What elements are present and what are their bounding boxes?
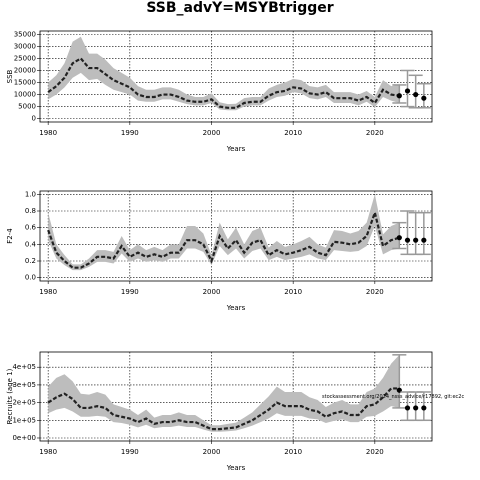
annotation: stockassessment.org/2024_nsss_advice/r17…: [322, 394, 464, 400]
x-tick-label: 2010: [284, 448, 302, 456]
y-tick-label: 0.0: [25, 274, 36, 282]
plot-frame: [39, 30, 433, 123]
y-tick-label: 0: [32, 115, 36, 123]
y-tick-label: 25000: [14, 54, 36, 62]
x-tick-label: 1980: [39, 288, 57, 296]
y-tick-label: 0.2: [25, 257, 36, 265]
y-tick-label: 3e+05: [12, 381, 36, 389]
projection-point: [421, 405, 427, 411]
x-axis-label: Years: [226, 304, 246, 312]
y-axis-label: SSB: [6, 69, 14, 83]
x-tick-label: 2010: [284, 288, 302, 296]
projection-point: [404, 88, 411, 94]
x-tick-label: 1980: [39, 448, 57, 456]
x-tick-label: 2000: [203, 448, 221, 456]
projection-point: [421, 95, 427, 101]
y-tick-label: 5000: [18, 103, 36, 111]
x-axis-label: Years: [226, 145, 246, 153]
plot-frame: [39, 351, 433, 442]
x-tick-label: 1990: [121, 448, 139, 456]
x-tick-label: 1990: [121, 288, 139, 296]
y-tick-label: 0.6: [25, 224, 37, 232]
y-tick-label: 20000: [14, 66, 36, 74]
y-tick-label: 15000: [14, 79, 36, 87]
figure-title: SSB_advY=MSYBtrigger: [146, 0, 333, 16]
y-axis-label: F2-4: [6, 228, 14, 244]
y-tick-label: 30000: [14, 42, 36, 50]
y-tick-label: 1.0: [25, 190, 36, 198]
plot-frame: [39, 190, 433, 282]
x-tick-label: 1990: [121, 129, 139, 137]
x-tick-label: 2020: [366, 288, 384, 296]
x-tick-label: 2000: [203, 288, 221, 296]
projection-point: [396, 235, 402, 241]
projection-point: [396, 93, 402, 99]
projection-point: [404, 405, 411, 411]
x-tick-label: 2010: [284, 129, 302, 137]
projection-point: [404, 237, 411, 243]
y-tick-label: 0.4: [25, 240, 37, 248]
projection-point: [421, 237, 427, 243]
x-tick-label: 2020: [366, 129, 384, 137]
y-tick-label: 10000: [14, 91, 36, 99]
projection-point: [413, 237, 419, 243]
median-line: [47, 57, 400, 109]
median-line: [47, 208, 400, 269]
y-tick-label: 1e+05: [12, 416, 36, 424]
y-tick-label: 35000: [14, 30, 36, 38]
x-tick-label: 2020: [366, 448, 384, 456]
y-tick-label: 0.8: [25, 207, 36, 215]
x-axis-label: Years: [226, 464, 246, 472]
median-line: [47, 387, 400, 431]
confidence-band: [48, 354, 400, 432]
x-tick-label: 1980: [39, 129, 57, 137]
y-axis-label: Recruits (age 1): [6, 368, 14, 424]
projection-point: [413, 405, 419, 411]
y-tick-label: 0e+00: [12, 434, 36, 442]
y-tick-label: 2e+05: [12, 399, 36, 407]
x-tick-label: 2000: [203, 129, 221, 137]
y-tick-label: 4e+05: [12, 363, 36, 371]
projection-point: [413, 91, 419, 98]
confidence-band: [48, 194, 400, 271]
